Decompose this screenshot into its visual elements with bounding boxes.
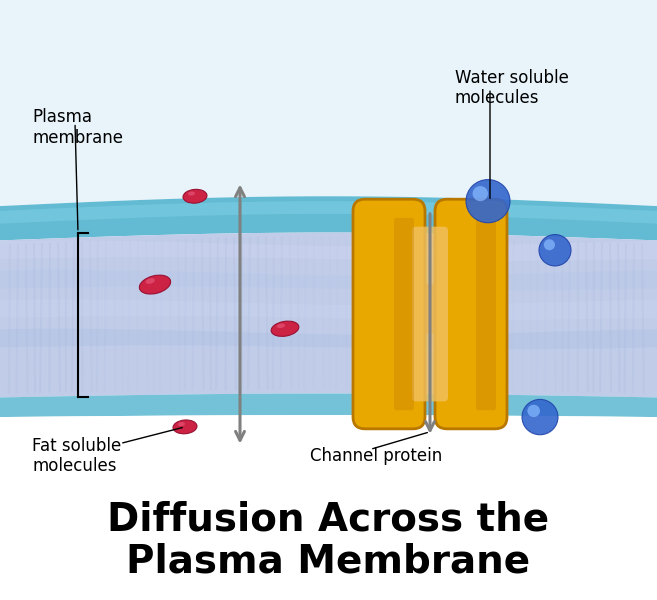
- Polygon shape: [0, 201, 657, 224]
- Text: Channel protein: Channel protein: [310, 446, 442, 464]
- FancyBboxPatch shape: [476, 218, 496, 410]
- Polygon shape: [0, 241, 657, 261]
- Circle shape: [528, 405, 540, 417]
- Polygon shape: [0, 394, 657, 417]
- Ellipse shape: [139, 275, 171, 294]
- Polygon shape: [0, 196, 657, 241]
- FancyBboxPatch shape: [394, 218, 414, 410]
- Polygon shape: [0, 0, 657, 206]
- Text: Plasma
membrane: Plasma membrane: [32, 108, 123, 147]
- Ellipse shape: [271, 321, 299, 337]
- Ellipse shape: [178, 422, 185, 426]
- Circle shape: [472, 186, 488, 201]
- Polygon shape: [0, 233, 657, 397]
- Circle shape: [539, 235, 571, 266]
- Polygon shape: [0, 329, 657, 349]
- FancyBboxPatch shape: [435, 199, 507, 429]
- Ellipse shape: [183, 190, 207, 203]
- Polygon shape: [0, 299, 657, 320]
- Ellipse shape: [173, 420, 197, 434]
- Polygon shape: [0, 270, 657, 290]
- Polygon shape: [0, 415, 657, 589]
- Text: Fat soluble
molecules: Fat soluble molecules: [32, 437, 122, 475]
- FancyBboxPatch shape: [405, 284, 455, 334]
- Ellipse shape: [188, 191, 195, 196]
- Ellipse shape: [145, 278, 155, 284]
- Text: Diffusion Across the
Plasma Membrane: Diffusion Across the Plasma Membrane: [107, 500, 549, 581]
- FancyBboxPatch shape: [412, 227, 448, 401]
- FancyBboxPatch shape: [353, 199, 425, 429]
- Circle shape: [544, 239, 555, 250]
- Ellipse shape: [277, 323, 285, 328]
- Circle shape: [522, 400, 558, 435]
- Circle shape: [466, 179, 510, 223]
- Text: Water soluble
molecules: Water soluble molecules: [455, 68, 569, 107]
